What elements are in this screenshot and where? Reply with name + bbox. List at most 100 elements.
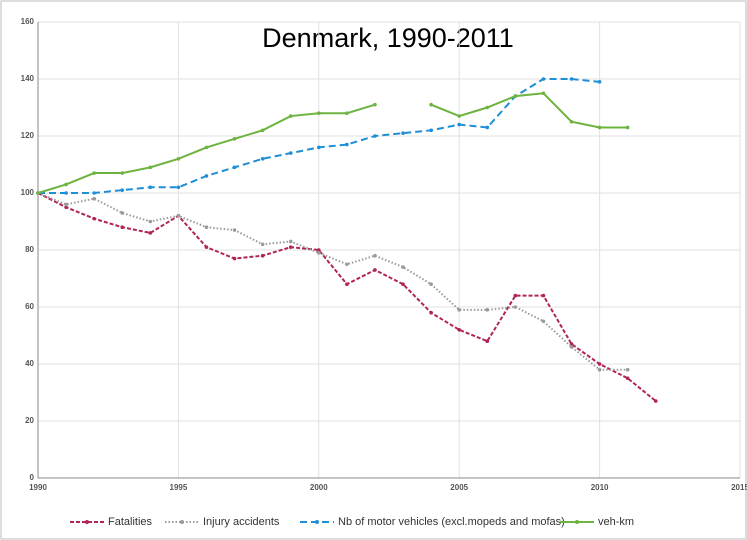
point [429,128,433,133]
x-tick-label: 1995 [170,483,188,492]
series-line [37,192,628,371]
x-tick-label: 1990 [29,483,47,492]
y-tick-label: 20 [25,416,34,425]
legend-marker [180,520,184,524]
point [260,128,265,133]
point [541,319,546,324]
y-tick-label: 140 [21,74,35,83]
point [120,188,125,192]
point [457,114,462,118]
point [288,151,293,155]
point [513,293,518,298]
point [92,216,96,221]
point [148,231,153,235]
point [485,125,490,130]
point [148,185,153,190]
point [288,114,293,118]
y-tick-label: 0 [30,473,35,482]
point [204,245,209,249]
point [204,174,209,178]
legend-marker [575,520,579,524]
y-tick-label: 60 [25,302,34,311]
point [260,253,265,258]
legend-label: Fatalities [108,516,153,528]
legend-label: veh-km [598,516,634,528]
point [317,111,321,115]
point [232,137,237,141]
point [92,191,96,195]
point [457,308,462,312]
y-tick-label: 100 [21,188,35,197]
point [260,157,265,161]
point [597,80,602,84]
point [625,376,630,381]
point [401,131,405,135]
point [260,242,265,247]
point [541,91,546,96]
point [92,171,96,175]
point [92,196,96,201]
y-tick-label: 160 [21,17,35,26]
point [64,205,68,210]
point [597,367,602,372]
point [485,339,490,344]
point [429,282,433,287]
x-tick-label: 2000 [310,483,328,492]
point [373,134,377,138]
point [569,77,574,81]
point [148,165,153,170]
point [36,191,40,195]
point [204,145,209,150]
point [485,308,490,312]
point [513,305,518,309]
y-tick-label: 80 [25,245,34,254]
point [569,345,574,349]
point [288,245,293,249]
point [317,248,321,252]
x-tick-label: 2010 [591,483,609,492]
point [345,262,349,267]
point [204,225,209,229]
point [64,191,68,195]
point [148,219,153,224]
point [232,228,237,232]
point [373,102,377,107]
x-tick-label: 2005 [450,483,468,492]
legend-marker [85,520,89,524]
point [345,111,349,115]
point [625,367,630,372]
point [288,239,293,244]
point [597,362,602,366]
point [176,157,181,161]
point [625,125,630,130]
point [569,119,574,124]
point [64,182,68,187]
point [401,265,405,269]
point [232,256,237,261]
point [373,268,377,272]
x-tick-label: 2015 [731,483,747,492]
legend-marker [315,520,319,524]
point [401,282,405,287]
point [120,225,125,229]
point [541,77,546,81]
point [345,282,349,287]
point [176,185,181,190]
point [317,145,321,150]
point [513,94,518,98]
point [232,165,237,170]
point [457,122,462,127]
point [317,251,321,255]
legend-label: Nb of motor vehicles (excl.mopeds and mo… [338,516,565,528]
point [429,310,433,315]
point [64,202,68,207]
point [597,125,602,130]
point [345,142,349,147]
legend-label: Injury accidents [203,516,280,528]
point [429,102,433,107]
point [541,293,546,298]
y-tick-label: 120 [21,131,35,140]
chart-title: Denmark, 1990-2011 [262,23,514,53]
point [373,253,377,258]
